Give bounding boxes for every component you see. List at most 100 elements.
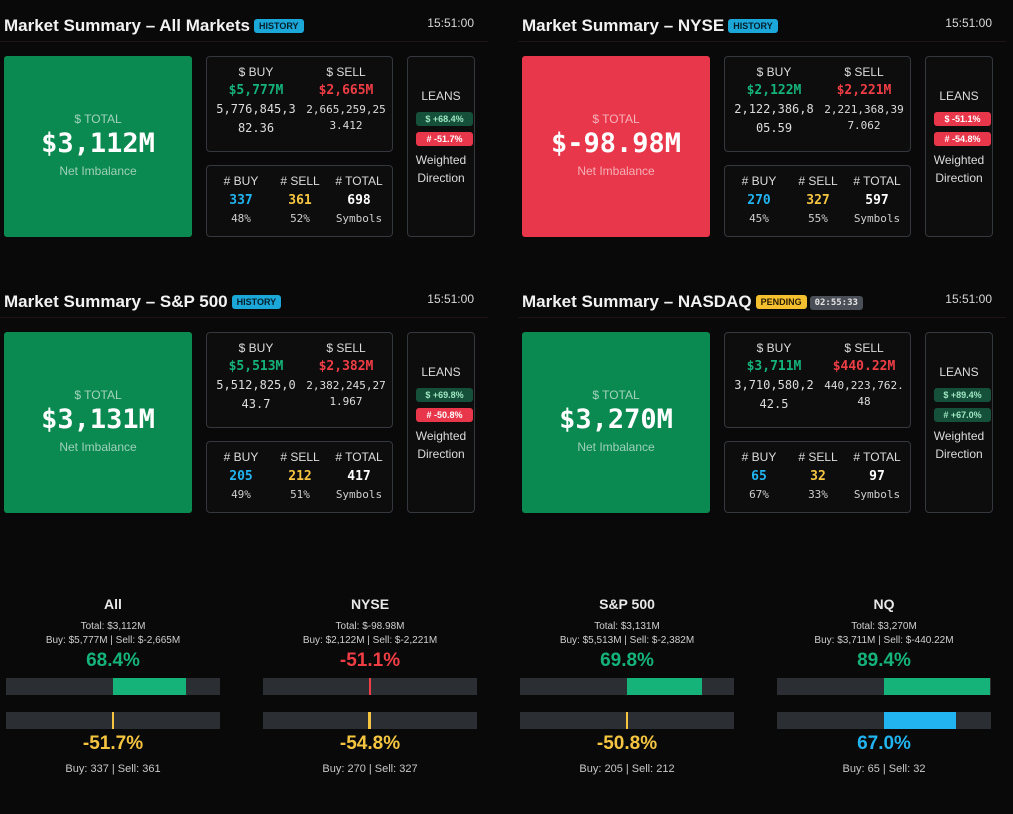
count-lean-pct: -54.8%	[339, 733, 401, 754]
count-sell-header: # SELL	[280, 174, 320, 188]
lean-dollar-pill: $ +68.4%	[416, 112, 473, 126]
total-value: $3,131M	[41, 404, 155, 435]
count-buy-pct: 49%	[231, 488, 251, 501]
status-badges: PENDING 02:55:33	[755, 290, 866, 310]
panel-header: Market Summary – NYSE HISTORY 15:51:00	[518, 0, 1006, 42]
dollar-sell-header: $ SELL	[844, 341, 884, 355]
history-badge: HISTORY	[231, 295, 282, 309]
count-total-header: # TOTAL	[853, 174, 901, 188]
history-badge: HISTORY	[253, 19, 304, 33]
leans-title: LEANS	[421, 89, 461, 103]
count-buy-header: # BUY	[741, 174, 777, 188]
dollar-card: $ BUY $5,513M 5,512,825,043.7 $ SELL $2,…	[206, 332, 393, 428]
net-imbalance-box: $ TOTAL $3,112M Net Imbalance	[4, 56, 192, 237]
count-total-value: 698	[347, 193, 371, 208]
lean-count-pill: # -54.8%	[934, 132, 991, 146]
panel-timestamp: 15:51:00	[427, 292, 474, 306]
count-sell-header: # SELL	[798, 174, 838, 188]
dollar-buy-header: $ BUY	[756, 341, 792, 355]
dollar-buy-header: $ BUY	[756, 65, 792, 79]
dollar-lean-bar	[520, 678, 734, 695]
leans-card: LEANS $ +69.8% # -50.8% Weighted Directi…	[407, 332, 475, 513]
dollar-card: $ BUY $3,711M 3,710,580,242.5 $ SELL $44…	[724, 332, 911, 428]
summary-counts: Buy: 270 | Sell: 327	[322, 763, 418, 775]
count-card: # BUY 205 49% # SELL 212 51% # TOTAL 417…	[206, 441, 393, 513]
count-buy-pct: 45%	[749, 212, 769, 225]
lean-dollar-pill: $ +89.4%	[934, 388, 991, 402]
count-buy-pct: 48%	[231, 212, 251, 225]
summary-counts: Buy: 337 | Sell: 361	[65, 763, 161, 775]
count-card: # BUY 270 45% # SELL 327 55% # TOTAL 597…	[724, 165, 911, 237]
summary-nq: NQ Total: $3,270M Buy: $3,711M | Sell: $…	[777, 596, 991, 775]
total-label: $ TOTAL	[74, 112, 122, 126]
lean-count-pill: # -50.8%	[416, 408, 473, 422]
net-imbalance-box: $ TOTAL $3,270M Net Imbalance	[522, 332, 710, 513]
dollar-lean-pct: 89.4%	[857, 650, 911, 671]
summary-name: NQ	[873, 596, 895, 612]
count-total-header: # TOTAL	[335, 174, 383, 188]
count-sell-pct: 55%	[808, 212, 828, 225]
summary-counts: Buy: 205 | Sell: 212	[579, 763, 675, 775]
dollar-sell-raw: 2,665,259,253.412	[306, 103, 386, 132]
leans-card: LEANS $ +68.4% # -51.7% Weighted Directi…	[407, 56, 475, 237]
count-buy-header: # BUY	[223, 450, 259, 464]
total-value: $3,270M	[559, 404, 673, 435]
panel-title-text: Market Summary – S&P 500	[4, 292, 228, 311]
dollar-sell-raw: 2,221,368,397.062	[824, 103, 904, 132]
panel-timestamp: 15:51:00	[945, 16, 992, 30]
lean-count-pill: # +67.0%	[934, 408, 991, 422]
count-sell-pct: 51%	[290, 488, 310, 501]
dollar-buy-value: $3,711M	[746, 359, 802, 374]
count-sell-pct: 33%	[808, 488, 828, 501]
summary-buy-sell: Buy: $5,777M | Sell: $-2,665M	[45, 635, 181, 646]
panel-title: Market Summary – NASDAQ PENDING 02:55:33	[522, 290, 866, 312]
lean-marker	[368, 712, 371, 729]
weighted-direction-label: Weighted Direction	[415, 429, 467, 461]
count-buy-value: 337	[229, 193, 253, 208]
dollar-sell-value: $2,221M	[836, 83, 892, 98]
summary-all: All Total: $3,112M Buy: $5,777M | Sell: …	[6, 596, 220, 775]
count-total-header: # TOTAL	[853, 450, 901, 464]
total-label: $ TOTAL	[592, 388, 640, 402]
summary-buy-sell: Buy: $3,711M | Sell: $-440.22M	[814, 635, 954, 646]
summary-sp500: S&P 500 Total: $3,131M Buy: $5,513M | Se…	[520, 596, 734, 775]
lean-dollar-pill: $ -51.1%	[934, 112, 991, 126]
count-sell-value: 361	[288, 193, 312, 208]
summary-name: S&P 500	[599, 596, 655, 612]
dollar-lean-pct: 68.4%	[86, 650, 140, 671]
count-buy-header: # BUY	[223, 174, 259, 188]
count-sell-value: 32	[810, 469, 826, 484]
count-lean-bar	[520, 712, 734, 729]
summary-nyse: NYSE Total: $-98.98M Buy: $2,122M | Sell…	[263, 596, 477, 775]
panel-title-text: Market Summary – All Markets	[4, 16, 250, 35]
summary-name: All	[104, 596, 122, 612]
symbols-label: Symbols	[853, 488, 901, 501]
summary-name: NYSE	[350, 596, 390, 612]
dollar-sell-header: $ SELL	[844, 65, 884, 79]
count-sell-header: # SELL	[798, 450, 838, 464]
dollar-sell-header: $ SELL	[326, 341, 366, 355]
lean-fill	[884, 712, 956, 729]
dollar-sell-value: $440.22M	[832, 359, 896, 374]
count-total-header: # TOTAL	[335, 450, 383, 464]
count-lean-bar	[263, 712, 477, 729]
symbols-label: Symbols	[335, 488, 383, 501]
count-buy-value: 205	[229, 469, 253, 484]
count-total-value: 97	[869, 469, 885, 484]
total-value: $-98.98M	[550, 128, 682, 159]
dollar-sell-value: $2,665M	[318, 83, 374, 98]
leans-card: LEANS $ +89.4% # +67.0% Weighted Directi…	[925, 332, 993, 513]
total-sublabel: Net Imbalance	[577, 440, 655, 454]
total-sublabel: Net Imbalance	[577, 164, 655, 178]
status-badges: HISTORY	[253, 14, 307, 34]
lean-marker	[369, 678, 371, 695]
lean-marker	[626, 712, 628, 729]
leans-title: LEANS	[939, 89, 979, 103]
count-buy-value: 65	[751, 469, 767, 484]
lean-dollar-pill: $ +69.8%	[416, 388, 473, 402]
dollar-buy-raw: 5,776,845,382.36	[216, 102, 296, 135]
dollar-lean-pct: -51.1%	[339, 650, 401, 671]
dollar-buy-header: $ BUY	[238, 341, 274, 355]
dollar-buy-raw: 5,512,825,043.7	[216, 378, 296, 411]
count-buy-pct: 67%	[749, 488, 769, 501]
